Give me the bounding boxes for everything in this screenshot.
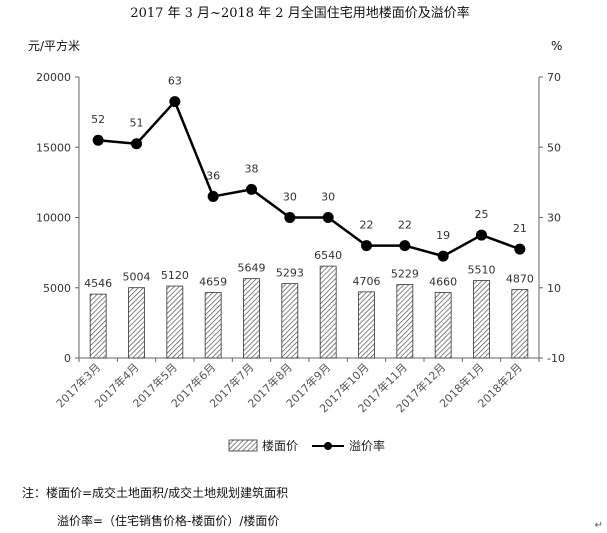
premium-rate-line [98,100,521,258]
line-value-label: 19 [436,229,450,242]
left-tick-label: 0 [64,352,71,365]
line-value-label: 38 [245,162,259,175]
right-tick-label: 70 [547,71,561,84]
line-value-label: 30 [321,191,335,204]
line-value-label: 52 [91,113,105,126]
right-tick-label: -10 [547,352,565,365]
line-point [322,212,334,223]
bar [204,292,222,359]
line-value-label: 22 [398,219,412,232]
bar [319,265,337,359]
line-value-label: 21 [513,222,527,235]
line-value-label: 36 [206,169,220,182]
paragraph-mark: ↵ [594,520,603,531]
bar-value-label: 4870 [506,273,534,286]
note-floor-price: 注：楼面价=成交土地面积/成交土地规划建筑面积 [22,486,289,500]
line-point [437,250,449,262]
bar [166,285,184,359]
line-value-label: 63 [168,75,182,88]
bar-value-label: 4660 [429,276,457,289]
bar [511,289,529,359]
bar [128,287,145,359]
line-point [284,212,296,223]
legend-line-marker [324,442,332,450]
left-axis-unit: 元/平方米 [28,38,80,53]
legend-bar-label: 楼面价 [262,438,298,453]
bar [281,283,299,359]
line-value-label: 22 [360,219,374,232]
line-point [399,240,411,252]
note-premium-rate: 溢价率=（住宅销售价格-楼面价）/楼面价 [57,514,280,528]
left-tick-label: 10000 [36,212,71,225]
line-value-label: 51 [130,117,144,130]
right-tick-label: 50 [547,141,561,154]
bar-value-label: 5229 [391,268,419,281]
line-value-label: 25 [475,208,489,221]
left-tick-label: 5000 [43,282,71,295]
legend: 楼面价 溢价率 [228,438,385,453]
bar-value-label: 5120 [161,269,189,282]
legend-line-label: 溢价率 [349,438,385,453]
bar-value-label: 6540 [314,249,342,262]
line-point [476,229,487,241]
line-point [514,243,526,255]
bar [396,284,414,359]
left-tick-label: 20000 [36,71,71,84]
bar-value-label: 5649 [238,262,266,275]
right-tick-label: 30 [547,212,561,225]
line-point [207,190,219,202]
left-tick-label: 15000 [36,141,71,154]
line-point [169,96,181,108]
bar-value-label: 4546 [84,277,112,290]
bar-value-label: 5293 [276,267,304,280]
legend-bar-swatch [228,439,258,452]
line-value-label: 30 [283,191,297,204]
line-point [92,134,104,146]
line-point [131,138,142,150]
plot-area: 0 5000 10000 15000 20000 -10 10 30 50 70 4546 5004 5… [36,71,565,415]
bar [243,278,260,359]
bar-value-label: 5004 [123,271,151,284]
right-tick-label: 10 [547,282,561,295]
line-point [361,240,372,252]
bar [358,291,375,359]
chart-title: 2017 年 3 月~2018 年 2 月全国住宅用地楼面价及溢价率 [130,5,469,21]
bar [473,280,490,359]
bar [89,293,107,359]
line-point [246,183,257,195]
bar-value-label: 5510 [468,264,496,277]
right-axis-unit: % [551,39,562,53]
bar-value-label: 4706 [353,275,381,288]
bar-value-label: 4659 [199,276,227,289]
bar [434,292,452,359]
